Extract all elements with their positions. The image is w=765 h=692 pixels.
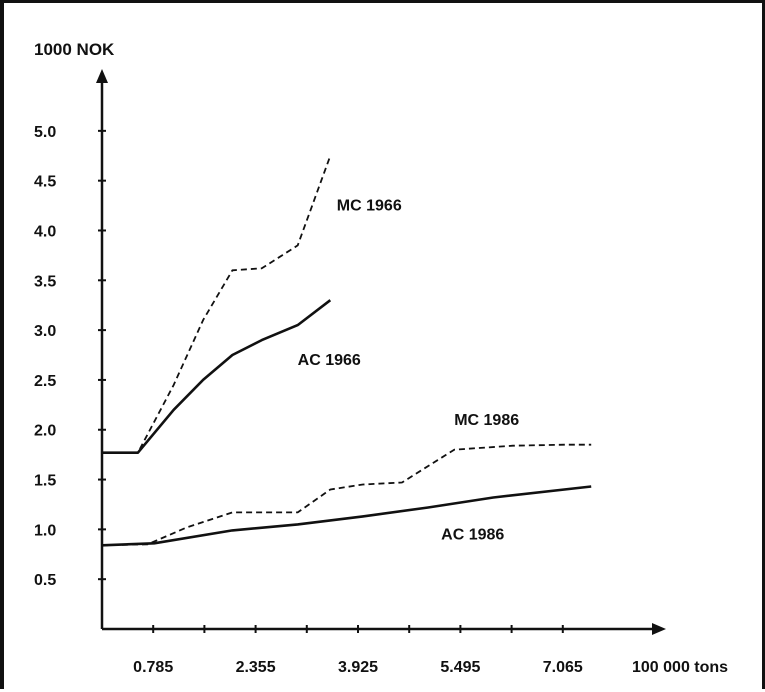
y-tick-label: 3.5 <box>34 273 56 290</box>
x-tick-label: 5.495 <box>440 659 480 676</box>
y-axis-arrow <box>96 69 108 83</box>
series-line-ac-1966 <box>102 299 332 454</box>
series-line-ac-1986 <box>101 485 592 547</box>
y-tick-label: 2.0 <box>34 423 56 440</box>
labels-layer: 1000 NOK 100 000 tons 0.5 1.0 1.5 2.0 2.5 3.0 3.… <box>34 40 728 676</box>
x-tick-label: 3.925 <box>338 659 378 676</box>
x-axis-label: 100 000 tons <box>632 659 728 676</box>
y-tick-label: 4.5 <box>34 174 56 191</box>
y-tick-label: 4.0 <box>34 223 56 240</box>
series-line-mc-1986 <box>101 443 592 547</box>
y-tick-label: 5.0 <box>34 124 56 141</box>
x-axis-arrow <box>652 623 666 635</box>
series-line-mc-1966 <box>102 155 332 454</box>
axes <box>96 69 666 635</box>
y-tick-label: 1.0 <box>34 522 56 539</box>
x-tick-label: 2.355 <box>236 659 276 676</box>
series-label-ac-1986: AC 1986 <box>441 526 504 543</box>
y-tick-label: 0.5 <box>34 572 56 589</box>
series-layer <box>101 155 592 547</box>
x-tick-label: 7.065 <box>543 659 583 676</box>
x-tick-label: 0.785 <box>133 659 173 676</box>
series-label-mc-1966: MC 1966 <box>337 198 402 215</box>
y-axis-label: 1000 NOK <box>34 40 115 59</box>
series-label-mc-1986: MC 1986 <box>454 412 519 429</box>
series-label-ac-1966: AC 1966 <box>298 352 361 369</box>
y-tick-label: 2.5 <box>34 373 56 390</box>
y-tick-label: 1.5 <box>34 473 56 490</box>
y-tick-label: 3.0 <box>34 323 56 340</box>
line-chart: 1000 NOK 100 000 tons 0.5 1.0 1.5 2.0 2.5 3.0 3.… <box>34 40 728 676</box>
